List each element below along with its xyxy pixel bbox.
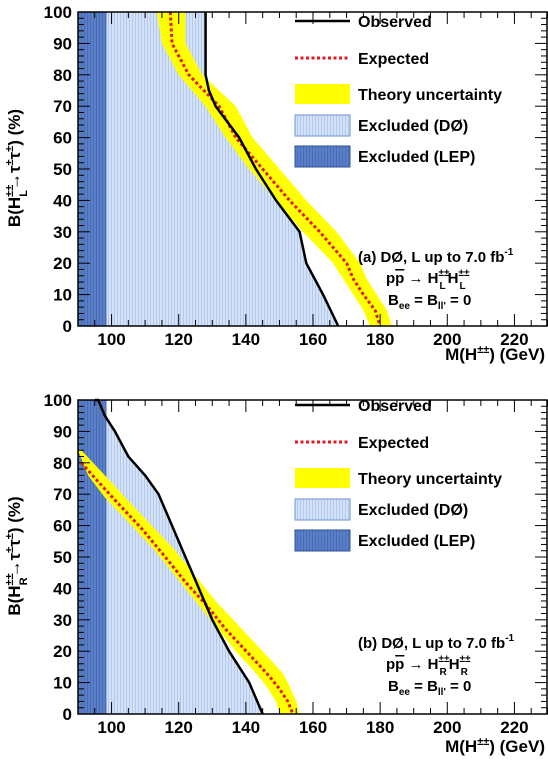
excluded-regions: [78, 12, 339, 326]
annotation: (a) DØ, L up to 7.0 fb-1 pp → H±± L H±± L B…: [358, 247, 514, 312]
annotation-line2: pp → H±± L H±± L: [386, 268, 470, 292]
y-tick-label: 70: [53, 485, 72, 504]
y-tick-label: 20: [53, 642, 72, 661]
legend-expected-label: Expected: [358, 51, 429, 68]
excluded-dzero-region: [78, 12, 339, 326]
legend-theory-label: Theory uncertainty: [358, 471, 502, 488]
x-tick-label: 140: [232, 330, 260, 349]
legend-excluded-lep-label: Excluded (LEP): [358, 533, 475, 550]
x-tick-label: 160: [299, 718, 327, 737]
y-axis-title: B(H±± L→τ±τ±) (%): [4, 109, 30, 227]
chart-panel-b: 0 10 20 30 40 50 60 70 80 90 100 100 120 140 160 180 200…: [4, 391, 548, 756]
x-tick-label: 220: [500, 330, 528, 349]
legend-theory-label: Theory uncertainty: [358, 87, 502, 104]
x-tick-label: 220: [500, 718, 528, 737]
annotation-line3: Bee = Bll' = 0: [388, 292, 471, 312]
y-tick-label: 10: [53, 286, 72, 305]
annotation-line1: (a) DØ, L up to 7.0 fb-1: [358, 247, 514, 266]
x-tick-label: 200: [433, 718, 461, 737]
limit-lines: [80, 398, 295, 715]
y-tick-label: 40: [53, 191, 72, 210]
y-tick-label: 20: [53, 254, 72, 273]
y-tick-label: 80: [53, 66, 72, 85]
x-tick-label: 200: [433, 330, 461, 349]
observed-limit-line: [94, 398, 264, 715]
theory-uncertainty-area: [78, 450, 300, 714]
chart-panel-a: 0 10 20 30 40 50 60 70 80 90 100 100 120 140 160 180 200…: [4, 3, 548, 364]
observed-limit-line: [204, 12, 340, 327]
annotation: (b) DØ, L up to 7.0 fb-1 pp → H±± R H±± R B…: [358, 633, 515, 698]
annotation-line2: pp → H±± R H±± R: [386, 654, 471, 678]
y-tick-label: 90: [53, 422, 72, 441]
y-axis-title: B(H±± R→τ±τ±) (%): [4, 496, 30, 615]
x-tick-label: 100: [97, 330, 125, 349]
x-tick-label: 180: [366, 330, 394, 349]
legend-excluded-dzero-label: Excluded (DØ): [358, 118, 468, 135]
y-tick-label: 0: [63, 705, 72, 724]
ticks: 0 10 20 30 40 50 60 70 80 90 100 100 120 140 160 180 200…: [44, 3, 548, 349]
legend-excluded-lep-swatch: [294, 529, 351, 552]
legend-theory-swatch: [295, 84, 350, 104]
x-tick-label: 140: [232, 718, 260, 737]
y-tick-label: 0: [63, 317, 72, 336]
legend-excluded-lep-label: Excluded (LEP): [358, 149, 475, 166]
y-tick-label: 30: [53, 223, 72, 242]
y-tick-label: 60: [53, 517, 72, 536]
y-tick-label: 50: [53, 548, 72, 567]
y-tick-label: 70: [53, 97, 72, 116]
legend-observed-label: Observed: [358, 14, 432, 31]
ticks: 0 10 20 30 40 50 60 70 80 90 100 100 120 140 160 180 200…: [44, 391, 548, 737]
x-tick-label: 100: [97, 718, 125, 737]
y-tick-label: 30: [53, 611, 72, 630]
x-tick-label: 160: [299, 330, 327, 349]
legend-theory-swatch: [295, 468, 350, 488]
x-axis-title: M(H±±) (GeV): [445, 736, 545, 756]
annotation-line3: Bee = Bll' = 0: [388, 678, 471, 698]
legend-excluded-dzero-label: Excluded (DØ): [358, 502, 468, 519]
x-tick-label: 120: [165, 718, 193, 737]
theory-uncertainty-band: [78, 450, 300, 714]
x-tick-label: 180: [366, 718, 394, 737]
annotation-line1: (b) DØ, L up to 7.0 fb-1: [358, 633, 515, 652]
legend: Observed Expected Theory uncertainty Exc…: [294, 398, 502, 552]
legend-excluded-dzero-swatch: [294, 498, 351, 521]
legend-observed-label: Observed: [358, 398, 432, 415]
expected-limit-line: [168, 11, 382, 327]
y-tick-label: 100: [44, 391, 72, 410]
legend-expected-label: Expected: [358, 435, 429, 452]
y-tick-label: 40: [53, 579, 72, 598]
y-tick-label: 100: [44, 3, 72, 22]
y-tick-label: 60: [53, 129, 72, 148]
x-axis-title: M(H±±) (GeV): [445, 344, 545, 364]
y-tick-label: 50: [53, 160, 72, 179]
legend-excluded-dzero-swatch: [294, 114, 351, 137]
limit-lines: [168, 11, 382, 327]
x-tick-label: 120: [165, 330, 193, 349]
legend-excluded-lep-swatch: [294, 145, 351, 168]
y-tick-label: 10: [53, 674, 72, 693]
y-tick-label: 90: [53, 34, 72, 53]
legend: Observed Expected Theory uncertainty Exc…: [294, 14, 502, 168]
y-tick-label: 80: [53, 454, 72, 473]
